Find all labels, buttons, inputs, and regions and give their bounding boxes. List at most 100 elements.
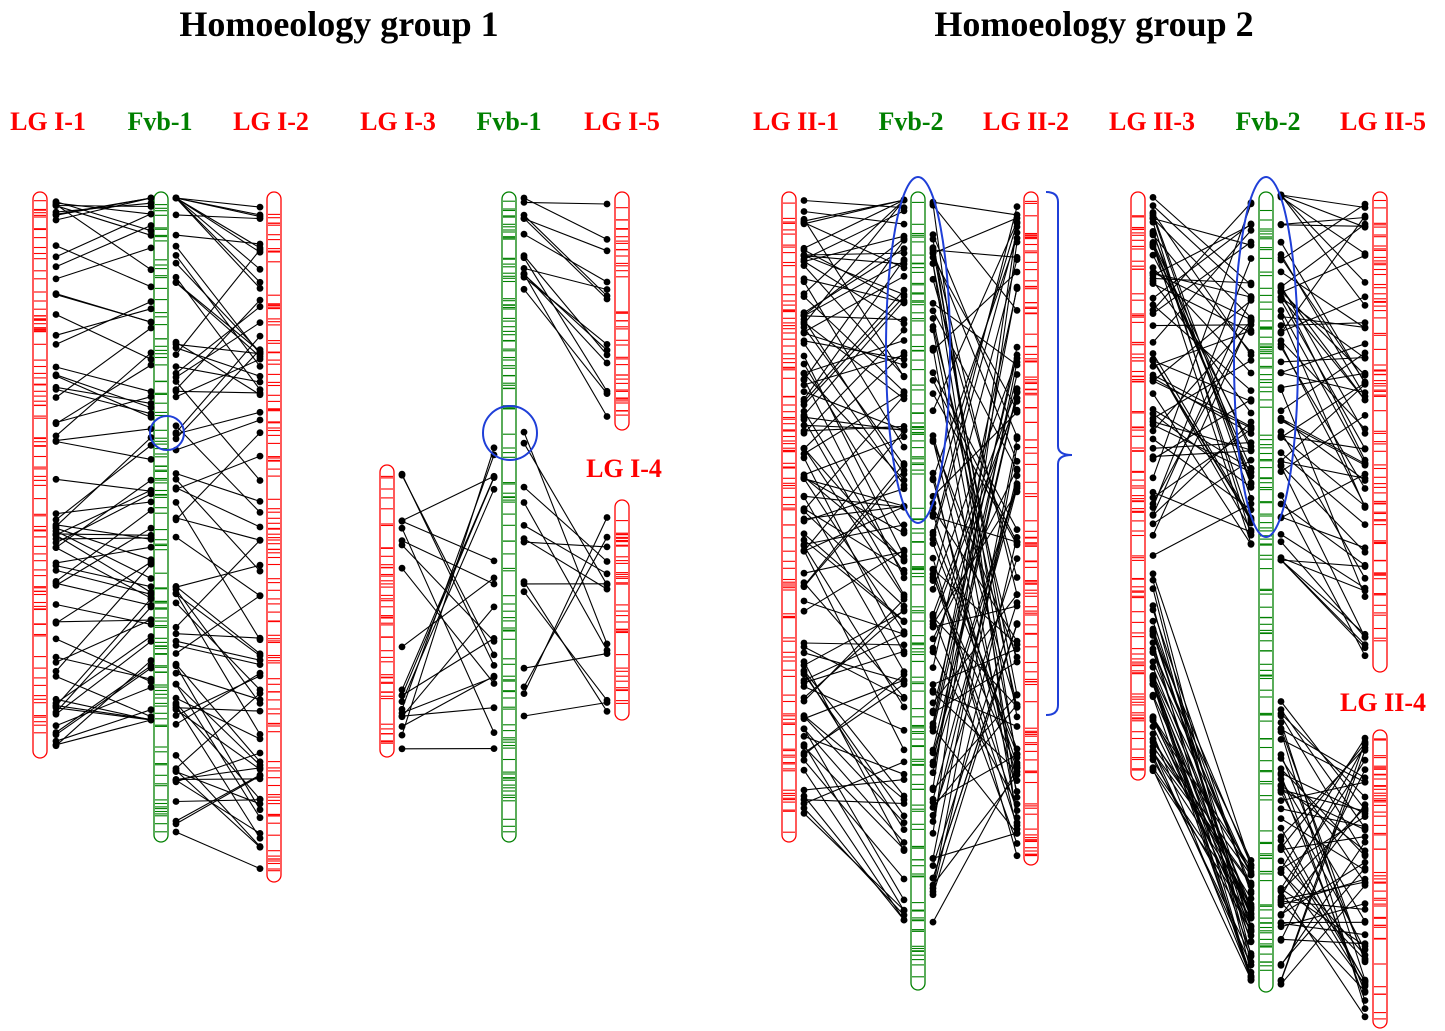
marker-dot	[1277, 857, 1285, 865]
marker-link	[1280, 890, 1366, 1018]
marker-link	[175, 419, 261, 451]
marker-link	[175, 282, 261, 358]
marker-dot	[900, 819, 908, 827]
marker-dot	[929, 681, 937, 688]
marker-link	[175, 564, 261, 588]
marker-link	[55, 197, 152, 216]
marker-link	[175, 779, 261, 834]
marker-dot	[172, 273, 180, 281]
marker-dot	[1149, 680, 1157, 688]
marker-dot	[1361, 633, 1369, 641]
marker-dot	[1013, 840, 1021, 847]
marker-link	[175, 593, 261, 657]
marker-link	[803, 715, 905, 800]
marker-link	[932, 832, 1018, 859]
marker-dot	[1149, 435, 1157, 443]
marker-link	[1280, 310, 1366, 464]
marker-link	[1152, 222, 1252, 536]
marker-dot	[398, 705, 406, 713]
label-lg-i-5: LG I-5	[584, 107, 660, 136]
marker-dot	[1361, 214, 1369, 221]
marker-link	[55, 247, 152, 280]
marker-dot	[1247, 357, 1255, 364]
marker-dot	[1149, 645, 1157, 653]
marker-dot	[1277, 824, 1285, 832]
marker-dot	[1013, 771, 1021, 779]
marker-dot	[147, 583, 155, 591]
marker-dot	[800, 597, 808, 605]
marker-link	[803, 496, 905, 672]
marker-dot	[256, 355, 264, 363]
marker-dot	[929, 570, 937, 578]
marker-dot	[603, 278, 611, 286]
marker-dot	[603, 543, 611, 551]
marker-link	[55, 204, 152, 208]
marker-dot	[900, 569, 908, 577]
marker-dot	[172, 623, 180, 631]
marker-dot	[929, 344, 937, 352]
marker-dot	[147, 506, 155, 514]
marker-dot	[172, 768, 180, 775]
marker-dot	[1013, 472, 1021, 480]
marker-dot	[603, 585, 611, 593]
marker-dot	[900, 812, 908, 820]
marker-dot	[1361, 652, 1369, 660]
marker-dot	[1149, 625, 1157, 633]
marker-dot	[900, 245, 908, 253]
marker-dot	[800, 328, 808, 336]
marker-link	[803, 260, 905, 317]
marker-link	[1280, 383, 1366, 462]
marker-dot	[1013, 750, 1021, 758]
marker-link	[523, 701, 608, 717]
marker-dot	[1277, 815, 1285, 822]
marker-dot	[398, 723, 406, 730]
marker-dot	[1013, 203, 1021, 211]
marker-dot	[147, 210, 155, 218]
marker-dot	[1361, 354, 1369, 361]
marker-link	[55, 327, 152, 398]
marker-dot	[256, 372, 264, 380]
marker-dot	[1361, 838, 1369, 846]
marker-link	[803, 354, 905, 386]
marker-dot	[603, 558, 611, 565]
marker-dot	[256, 707, 264, 715]
marker-dot	[1149, 723, 1157, 730]
marker-dot	[256, 363, 264, 370]
marker-link	[1152, 588, 1252, 973]
marker-dot	[256, 408, 264, 416]
marker-dot	[1247, 456, 1255, 464]
marker-link	[1280, 241, 1366, 384]
marker-link	[523, 214, 608, 297]
marker-dot	[1247, 387, 1255, 394]
marker-link	[523, 517, 608, 694]
marker-link	[55, 527, 152, 561]
marker-link	[1280, 768, 1366, 857]
marker-dot	[603, 533, 611, 541]
marker-link	[175, 602, 261, 691]
marker-link	[523, 541, 608, 548]
marker-dot	[900, 648, 908, 655]
marker-link	[175, 709, 261, 770]
marker-dot	[1149, 269, 1157, 276]
marker-dot	[1361, 940, 1369, 948]
marker-link	[175, 831, 261, 870]
marker-link	[803, 416, 905, 432]
marker-dot	[1149, 764, 1157, 772]
marker-dot	[520, 483, 528, 491]
marker-dot	[1013, 745, 1021, 753]
marker-dot	[52, 516, 60, 524]
marker-link	[803, 363, 905, 531]
marker-dot	[929, 299, 937, 307]
marker-dot	[52, 394, 60, 401]
marker-dot	[1277, 531, 1285, 538]
marker-dot	[147, 706, 155, 714]
marker-dot	[1277, 719, 1285, 726]
highlight-circle-fvb1-b	[482, 405, 538, 461]
marker-link	[932, 201, 1018, 216]
marker-link	[932, 226, 1018, 788]
marker-dot	[172, 387, 180, 395]
marker-dot	[1013, 526, 1021, 533]
marker-dot	[1149, 363, 1157, 370]
marker-link	[55, 719, 152, 746]
marker-dot	[172, 650, 180, 657]
